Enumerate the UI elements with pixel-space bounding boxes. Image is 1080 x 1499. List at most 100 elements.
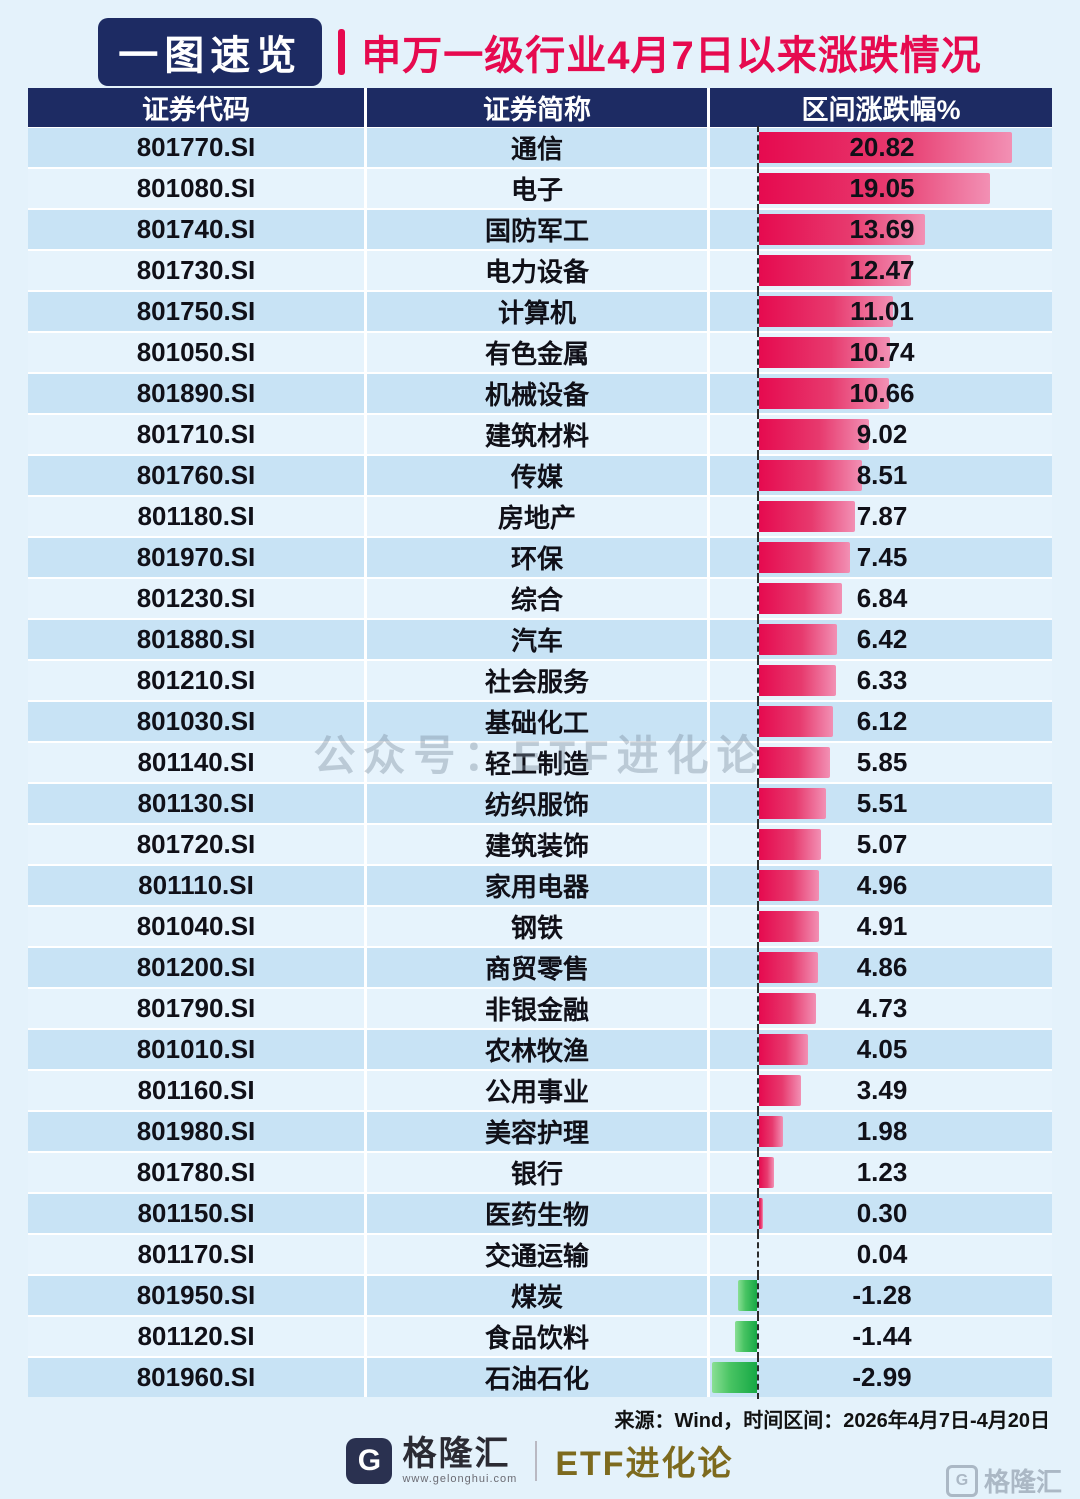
table-row: 801050.SI 有色金属 10.74 [28, 333, 1052, 372]
security-name: 基础化工 [367, 702, 707, 741]
table-row: 801980.SI 美容护理 1.98 [28, 1112, 1052, 1151]
bar-cell: 7.87 [710, 497, 1052, 536]
value-label: 4.96 [807, 870, 957, 901]
security-name: 国防军工 [367, 210, 707, 249]
security-code: 801120.SI [28, 1317, 364, 1356]
security-code: 801980.SI [28, 1112, 364, 1151]
bar-cell: 5.07 [710, 825, 1052, 864]
table-row: 801710.SI 建筑材料 9.02 [28, 415, 1052, 454]
table-row: 801750.SI 计算机 11.01 [28, 292, 1052, 331]
security-code: 801140.SI [28, 743, 364, 782]
security-code: 801230.SI [28, 579, 364, 618]
table-row: 801950.SI 煤炭 -1.28 [28, 1276, 1052, 1315]
bar-cell: -2.99 [710, 1358, 1052, 1397]
security-code: 801770.SI [28, 128, 364, 167]
security-code: 801050.SI [28, 333, 364, 372]
table-row: 801110.SI 家用电器 4.96 [28, 866, 1052, 905]
bar-cell: 11.01 [710, 292, 1052, 331]
bar-cell: 4.91 [710, 907, 1052, 946]
title-badge: 一图速览 [98, 18, 322, 86]
security-name: 轻工制造 [367, 743, 707, 782]
table-row: 801150.SI 医药生物 0.30 [28, 1194, 1052, 1233]
value-label: -1.44 [807, 1321, 957, 1352]
table-row: 801030.SI 基础化工 6.12 [28, 702, 1052, 741]
etf-brand-text: ETF进化论 [555, 1436, 733, 1485]
security-name: 社会服务 [367, 661, 707, 700]
value-bar [759, 1116, 783, 1147]
security-name: 煤炭 [367, 1276, 707, 1315]
security-name: 汽车 [367, 620, 707, 659]
security-code: 801080.SI [28, 169, 364, 208]
value-bar [759, 1075, 801, 1106]
security-name: 纺织服饰 [367, 784, 707, 823]
value-label: 0.04 [807, 1239, 957, 1270]
bar-cell: 4.86 [710, 948, 1052, 987]
security-code: 801210.SI [28, 661, 364, 700]
corner-watermark: G 格隆汇 [946, 1462, 1062, 1499]
value-label: 8.51 [807, 460, 957, 491]
table-row: 801760.SI 传媒 8.51 [28, 456, 1052, 495]
corner-logo-icon: G [946, 1465, 978, 1497]
bar-cell: 5.51 [710, 784, 1052, 823]
table-row: 801880.SI 汽车 6.42 [28, 620, 1052, 659]
table-row: 801210.SI 社会服务 6.33 [28, 661, 1052, 700]
value-bar [712, 1362, 757, 1393]
bar-cell: 9.02 [710, 415, 1052, 454]
value-label: 4.86 [807, 952, 957, 983]
value-label: 6.84 [807, 583, 957, 614]
bar-cell: 5.85 [710, 743, 1052, 782]
security-code: 801110.SI [28, 866, 364, 905]
footer-divider [535, 1441, 537, 1481]
security-code: 801200.SI [28, 948, 364, 987]
header-security-code: 证券代码 [28, 88, 364, 127]
security-name: 传媒 [367, 456, 707, 495]
table-row: 801780.SI 银行 1.23 [28, 1153, 1052, 1192]
gelonghui-brand-name: 格隆汇 [402, 1437, 510, 1471]
security-code: 801790.SI [28, 989, 364, 1028]
security-code: 801170.SI [28, 1235, 364, 1274]
security-name: 环保 [367, 538, 707, 577]
table-row: 801080.SI 电子 19.05 [28, 169, 1052, 208]
bar-cell: 13.69 [710, 210, 1052, 249]
security-name: 农林牧渔 [367, 1030, 707, 1069]
zero-baseline [757, 1356, 759, 1399]
value-label: 4.73 [807, 993, 957, 1024]
security-code: 801180.SI [28, 497, 364, 536]
security-name: 建筑装饰 [367, 825, 707, 864]
bar-cell: 19.05 [710, 169, 1052, 208]
table-row: 801720.SI 建筑装饰 5.07 [28, 825, 1052, 864]
table-row: 801120.SI 食品饮料 -1.44 [28, 1317, 1052, 1356]
value-label: 0.30 [807, 1198, 957, 1229]
value-label: 10.66 [807, 378, 957, 409]
value-label: 4.91 [807, 911, 957, 942]
security-name: 计算机 [367, 292, 707, 331]
table-row: 801730.SI 电力设备 12.47 [28, 251, 1052, 290]
bar-cell: 6.12 [710, 702, 1052, 741]
title-divider [338, 29, 345, 75]
bar-cell: 10.74 [710, 333, 1052, 372]
value-label: 5.51 [807, 788, 957, 819]
table-row: 801890.SI 机械设备 10.66 [28, 374, 1052, 413]
security-name: 电子 [367, 169, 707, 208]
bar-cell: 6.33 [710, 661, 1052, 700]
source-note: 来源：Wind，时间区间：2026年4月7日-4月20日 [615, 1404, 1050, 1433]
value-label: 19.05 [807, 173, 957, 204]
security-code: 801970.SI [28, 538, 364, 577]
table-row: 801180.SI 房地产 7.87 [28, 497, 1052, 536]
security-code: 801740.SI [28, 210, 364, 249]
bar-cell: 0.30 [710, 1194, 1052, 1233]
table-row: 801790.SI 非银金融 4.73 [28, 989, 1052, 1028]
footer: G 格隆汇 www.gelonghui.com ETF进化论 [0, 1436, 1080, 1485]
value-bar [759, 1198, 763, 1229]
security-name: 房地产 [367, 497, 707, 536]
security-code: 801730.SI [28, 251, 364, 290]
table-row: 801130.SI 纺织服饰 5.51 [28, 784, 1052, 823]
value-label: 5.85 [807, 747, 957, 778]
value-bar [759, 1157, 774, 1188]
security-name: 食品饮料 [367, 1317, 707, 1356]
value-label: 9.02 [807, 419, 957, 450]
security-code: 801160.SI [28, 1071, 364, 1110]
bar-cell: -1.28 [710, 1276, 1052, 1315]
security-name: 非银金融 [367, 989, 707, 1028]
bar-cell: 12.47 [710, 251, 1052, 290]
